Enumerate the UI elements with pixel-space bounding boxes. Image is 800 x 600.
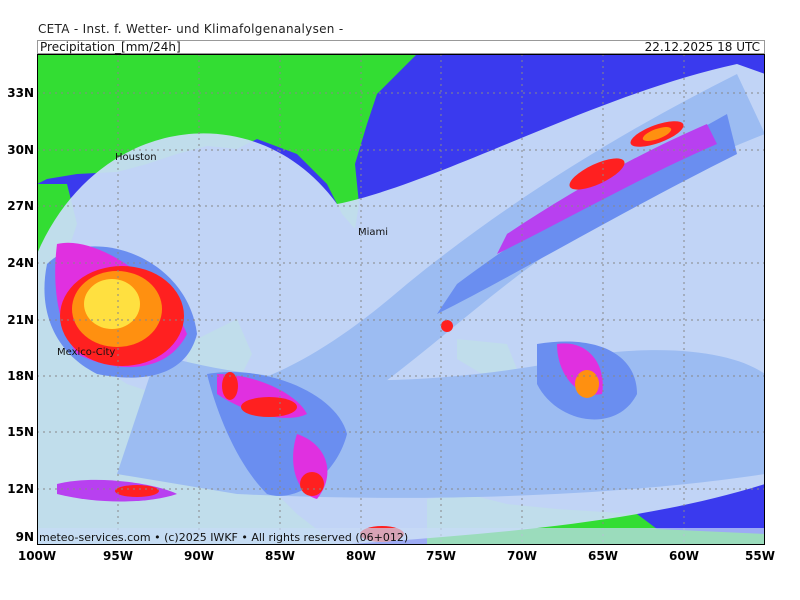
precip-field xyxy=(37,64,765,545)
lon-label: 100W xyxy=(17,549,57,563)
lat-label: 33N xyxy=(7,86,34,100)
city-label-mexico-city: Mexico-City xyxy=(57,347,116,358)
lon-label: 65W xyxy=(588,549,618,563)
lon-label: 70W xyxy=(507,549,537,563)
city-label-houston: Houston xyxy=(115,152,157,163)
graticule xyxy=(37,54,765,545)
header-text: CETA - Inst. f. Wetter- und Klimafolgena… xyxy=(38,22,344,36)
city-label-miami: Miami xyxy=(358,227,389,238)
lat-label: 15N xyxy=(7,425,34,439)
lat-label: 18N xyxy=(7,369,34,383)
precipitation-map xyxy=(37,54,765,545)
lat-label: 9N xyxy=(15,530,34,544)
lon-label: 95W xyxy=(103,549,133,563)
lat-label: 12N xyxy=(7,482,34,496)
lon-label: 75W xyxy=(426,549,456,563)
title-bar: Precipitation_[mm/24h] 22.12.2025 18 UTC xyxy=(37,40,765,54)
valid-time: 22.12.2025 18 UTC xyxy=(644,40,760,54)
lat-label: 30N xyxy=(7,143,34,157)
lat-label: 27N xyxy=(7,199,34,213)
lon-label: 85W xyxy=(265,549,295,563)
lon-label: 90W xyxy=(184,549,214,563)
lon-label: 60W xyxy=(669,549,699,563)
lon-label: 55W xyxy=(745,549,775,563)
map-title: Precipitation_[mm/24h] xyxy=(40,40,181,54)
lon-label: 80W xyxy=(346,549,376,563)
lat-label: 24N xyxy=(7,256,34,270)
copyright-footer: meteo-services.com • (c)2025 IWKF • All … xyxy=(39,531,409,544)
lat-label: 21N xyxy=(7,313,34,327)
